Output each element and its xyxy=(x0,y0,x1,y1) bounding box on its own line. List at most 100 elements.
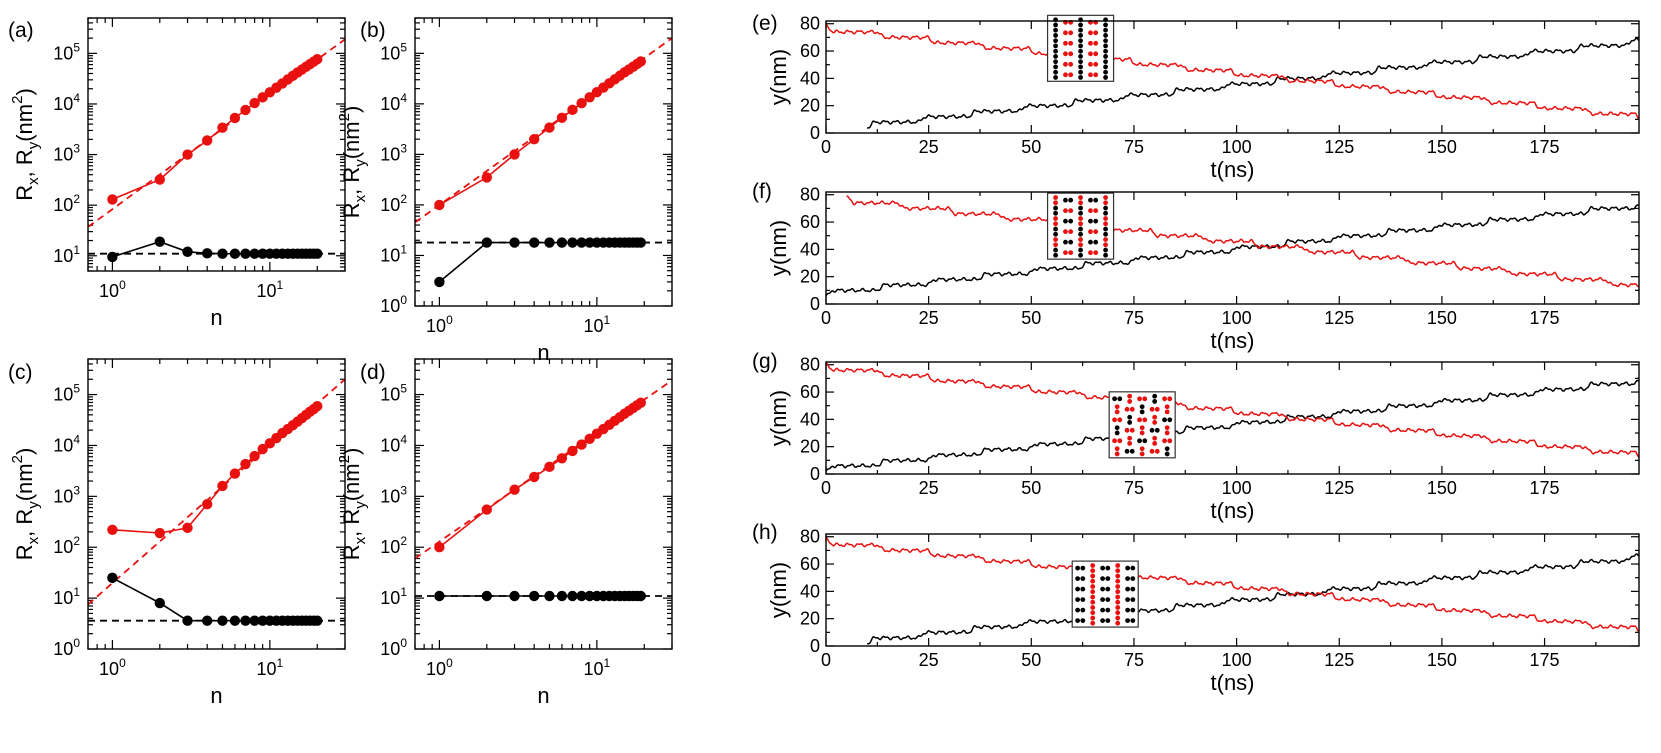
inset-particle xyxy=(1090,578,1096,584)
R_y-point xyxy=(481,590,492,602)
inset-particle xyxy=(1149,448,1155,454)
inset-particle xyxy=(1068,218,1074,224)
R_x-point xyxy=(107,524,118,536)
R_y-point xyxy=(107,251,118,263)
inset-particle xyxy=(1124,427,1130,433)
inset-particle xyxy=(1063,61,1068,67)
R_y-point xyxy=(584,237,595,248)
x-axis-label: n xyxy=(210,305,222,330)
inset-particle xyxy=(1093,250,1099,256)
tick-base: 10 xyxy=(380,195,400,215)
inset-particle xyxy=(1078,205,1083,211)
tick-base: 10 xyxy=(380,486,400,506)
R_x-point xyxy=(567,445,578,457)
inset-particle xyxy=(1063,30,1068,36)
y-tick-label: 60 xyxy=(800,41,820,61)
R_x-point xyxy=(509,484,520,495)
R_y-point xyxy=(240,615,251,626)
y-tick-label: 20 xyxy=(800,609,820,629)
R_y-line xyxy=(112,577,318,622)
inset-particle xyxy=(1093,197,1099,203)
inset-particle xyxy=(1090,573,1096,579)
ylabel-main: R xyxy=(12,544,37,560)
x-tick-label: 50 xyxy=(1021,308,1041,328)
inset-particle xyxy=(1103,195,1108,200)
R_x-point xyxy=(509,149,520,160)
inset-particle xyxy=(1103,27,1108,33)
inset-particle xyxy=(1142,396,1148,402)
y-tick-label: 0 xyxy=(810,123,820,143)
x-tick-label: 175 xyxy=(1530,137,1560,157)
inset-particle xyxy=(1053,231,1058,237)
inset-particle xyxy=(1142,438,1148,444)
R_x-point xyxy=(182,522,193,534)
y-tick-label: 105 xyxy=(53,382,80,405)
x-axis-label: n xyxy=(537,340,549,365)
tick-exp: 1 xyxy=(73,585,80,599)
inset-particle xyxy=(1053,75,1058,80)
inset-particle xyxy=(1100,576,1106,581)
R_x-point xyxy=(529,133,540,145)
inset-particle xyxy=(1103,33,1108,38)
inset-particle xyxy=(1053,247,1058,253)
R_x-point xyxy=(434,199,445,211)
R_y-point xyxy=(529,237,540,248)
inset-particle xyxy=(1115,573,1121,579)
inset-particle xyxy=(1075,565,1081,571)
panel-tag-a: (a) xyxy=(8,19,34,42)
ylabel-close: ) xyxy=(12,88,37,95)
inset-particle xyxy=(1053,226,1058,232)
x-tick-label: 175 xyxy=(1530,308,1560,328)
tick-base: 10 xyxy=(380,537,400,557)
x-axis-label: t(ns) xyxy=(1211,328,1255,353)
y-tick-label: 40 xyxy=(800,239,820,259)
R_x-point xyxy=(240,458,251,470)
black-trajectory xyxy=(866,553,1639,645)
y-tick-label: 102 xyxy=(380,534,407,557)
x-axis-label: t(ns) xyxy=(1211,498,1255,523)
R_y-point xyxy=(312,248,323,259)
inset-particle xyxy=(1114,404,1120,410)
inset-particle xyxy=(1100,565,1106,571)
inset-particle xyxy=(1152,435,1158,441)
inset-particle xyxy=(1112,438,1117,444)
inset-particle xyxy=(1078,48,1083,54)
inset-particle xyxy=(1149,427,1155,433)
inset-particle xyxy=(1105,586,1111,592)
inset-particle xyxy=(1149,406,1155,412)
R_y-point xyxy=(576,237,587,248)
ylabel-sep: , R xyxy=(12,149,37,177)
tick-exp: 0 xyxy=(400,636,407,650)
ylabel-sub: x xyxy=(352,536,369,544)
inset-particle xyxy=(1137,417,1142,423)
inset-particle xyxy=(1093,239,1099,245)
tick-exp: 2 xyxy=(73,534,80,548)
R_y-point xyxy=(202,248,213,259)
inset-particle xyxy=(1152,393,1158,399)
inset-particle xyxy=(1053,216,1058,221)
inset-particle xyxy=(1139,404,1145,410)
inset-particle xyxy=(1088,61,1093,67)
tick-exp: 5 xyxy=(73,40,80,54)
tick-base: 10 xyxy=(426,659,446,679)
R_x-point xyxy=(567,104,578,116)
R_x-point xyxy=(154,527,165,539)
tick-exp: 1 xyxy=(400,585,407,599)
inset-particle xyxy=(1090,610,1096,616)
plot-frame xyxy=(825,20,1640,134)
R_x-point xyxy=(635,397,646,408)
inset-particle xyxy=(1053,205,1058,211)
ylabel-main: R xyxy=(12,185,37,201)
inset-particle xyxy=(1053,210,1058,216)
ylabel-exp: 2 xyxy=(9,96,26,104)
x-tick-label: 0 xyxy=(821,308,831,328)
R_y-point xyxy=(544,237,555,248)
inset-particle xyxy=(1088,239,1093,245)
inset-particle xyxy=(1152,399,1158,404)
x-tick-label: 25 xyxy=(919,308,939,328)
inset-particle xyxy=(1129,448,1135,454)
inset-particle xyxy=(1154,427,1160,433)
ylabel-sub: y xyxy=(352,159,369,167)
inset-particle xyxy=(1167,396,1173,402)
